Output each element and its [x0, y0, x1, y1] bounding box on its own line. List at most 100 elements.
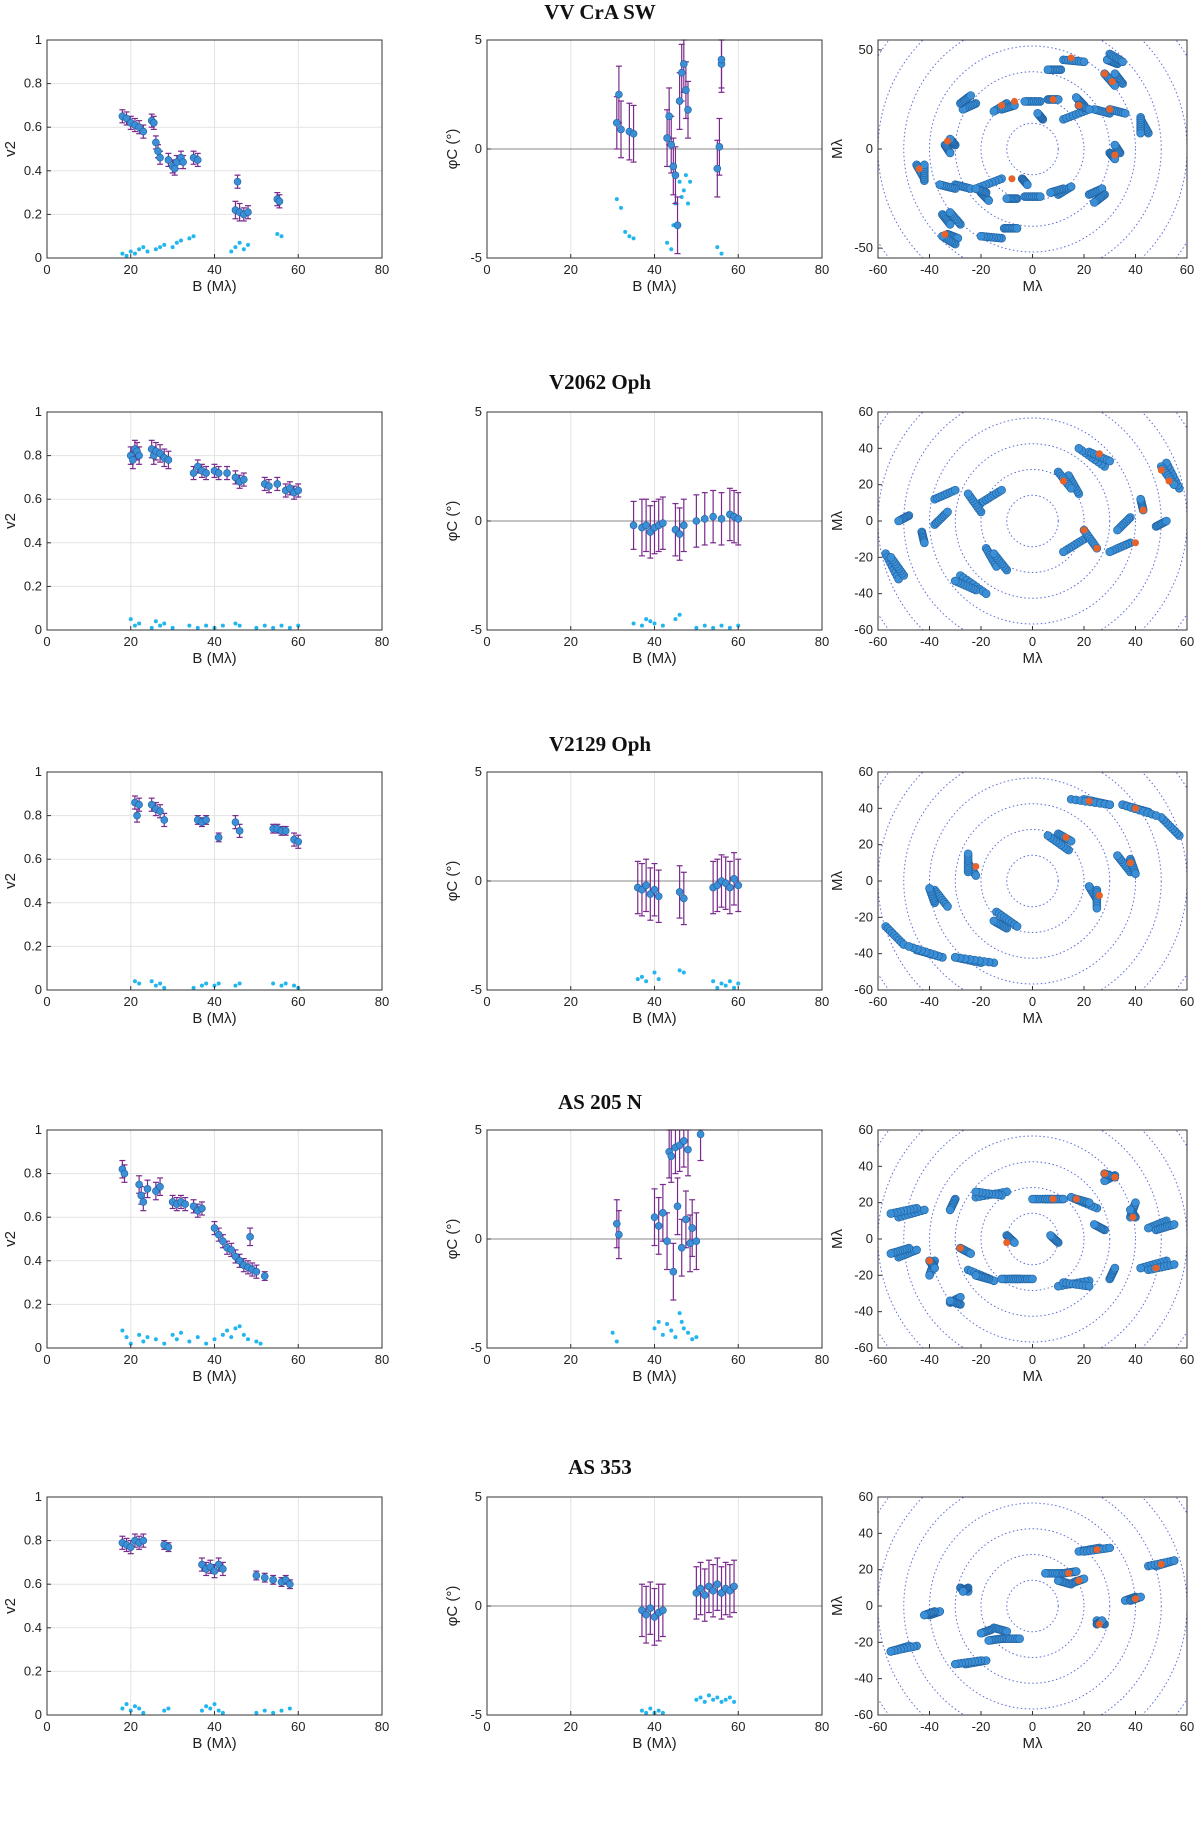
x-tick-label: 20 — [564, 994, 578, 1009]
x-tick-label: -20 — [972, 262, 991, 277]
x-axis-label: B (Mλ) — [192, 650, 236, 667]
data-point — [139, 127, 148, 136]
uv-point — [943, 902, 952, 911]
uv-highlight-point — [1010, 97, 1018, 105]
y-tick-label: 60 — [859, 1489, 873, 1504]
uv-ring — [1006, 854, 1059, 908]
uv-point-mirror — [1043, 65, 1053, 75]
residual-point — [246, 1337, 250, 1342]
uv-point-mirror — [963, 489, 973, 499]
data-point — [189, 469, 198, 477]
data-point — [286, 1580, 294, 1588]
x-tick-label: 60 — [1180, 634, 1194, 649]
x-tick-label: 40 — [1128, 1719, 1142, 1734]
y-axis-label: v2 — [2, 1598, 19, 1614]
uv-highlight-point — [1075, 1577, 1083, 1585]
x-tick-label: -40 — [920, 262, 939, 277]
residual-point — [656, 977, 661, 982]
uv-point-mirror — [950, 953, 960, 962]
data-point — [170, 164, 179, 173]
y-tick-label: 0 — [866, 141, 873, 156]
x-tick-label: 20 — [1077, 1719, 1091, 1734]
x-tick-label: -40 — [920, 634, 939, 649]
residual-point — [195, 625, 200, 630]
x-tick-label: -60 — [869, 1719, 888, 1734]
residual-point — [287, 625, 292, 630]
residual-point — [614, 1339, 619, 1344]
data-point — [617, 125, 625, 134]
uv-ring — [929, 1135, 1136, 1343]
residual-point — [128, 249, 133, 254]
data-point — [629, 129, 638, 138]
uv-point — [1084, 105, 1094, 114]
y-tick-label: -60 — [854, 1707, 873, 1722]
uv-highlight-point — [1108, 78, 1116, 86]
residual-point — [170, 1332, 175, 1337]
data-point — [665, 112, 673, 121]
residual-point — [715, 245, 720, 250]
uv-ring — [980, 1187, 1085, 1291]
residual-point — [162, 1341, 167, 1346]
data-point — [667, 1152, 676, 1160]
residual-point — [158, 245, 163, 250]
residual-point — [727, 979, 732, 984]
data-point — [135, 800, 143, 809]
residual-point — [648, 619, 653, 624]
uv-point-mirror — [920, 160, 929, 170]
uv-point-mirror — [945, 1296, 955, 1306]
residual-point — [241, 1332, 246, 1337]
data-point — [650, 1213, 659, 1221]
y-axis-label: Mλ — [829, 139, 846, 159]
data-point — [137, 1191, 146, 1200]
data-point — [210, 1224, 219, 1232]
y-tick-label: 0.6 — [24, 1209, 42, 1224]
y-tick-label: 0 — [475, 141, 482, 156]
uv-highlight-point — [1062, 833, 1070, 841]
residual-point — [287, 1706, 292, 1711]
residual-point — [669, 1328, 674, 1333]
uv-highlight-point — [1157, 1560, 1165, 1568]
residual-point — [204, 1341, 209, 1346]
residual-point — [212, 1702, 217, 1707]
residual-point — [723, 1697, 728, 1702]
x-tick-label: 20 — [1077, 994, 1091, 1009]
y-axis-label: φC (°) — [444, 1586, 461, 1627]
data-point — [244, 208, 252, 217]
uv-point — [984, 196, 994, 205]
residual-point — [141, 1339, 146, 1344]
data-point — [235, 827, 244, 835]
uv-point — [1023, 180, 1032, 189]
y-tick-label: -5 — [470, 982, 482, 997]
residual-point — [644, 1710, 649, 1715]
x-tick-label: 60 — [731, 262, 745, 277]
y-tick-label: 0.2 — [24, 1296, 42, 1311]
uv-point-mirror — [971, 1271, 981, 1280]
uv-ring — [903, 1130, 1162, 1348]
uv-point-mirror — [925, 883, 934, 893]
data-point — [734, 515, 743, 523]
residual-point — [149, 625, 154, 630]
y-axis-label: v2 — [2, 141, 19, 157]
uv-point-mirror — [1110, 140, 1120, 150]
residual-point — [124, 1702, 129, 1707]
residual-point — [174, 1337, 179, 1342]
data-point — [669, 162, 678, 171]
y-tick-label: 40 — [859, 1525, 873, 1540]
data-point — [713, 1580, 722, 1588]
data-point — [156, 153, 164, 162]
data-point — [682, 86, 690, 94]
uv-highlight-point — [956, 1244, 964, 1252]
residual-point — [706, 1693, 711, 1698]
residual-point — [296, 623, 301, 628]
y-tick-label: 0.8 — [24, 76, 42, 91]
residual-point — [137, 1706, 142, 1711]
data-point — [692, 1237, 701, 1245]
plot-area — [878, 1130, 1187, 1348]
uv-highlight-point — [926, 1257, 933, 1265]
data-point — [152, 138, 160, 147]
uv-rings — [878, 40, 1187, 258]
data-point — [613, 119, 621, 127]
uv-point-mirror — [1043, 831, 1053, 840]
residual-point — [237, 981, 242, 986]
